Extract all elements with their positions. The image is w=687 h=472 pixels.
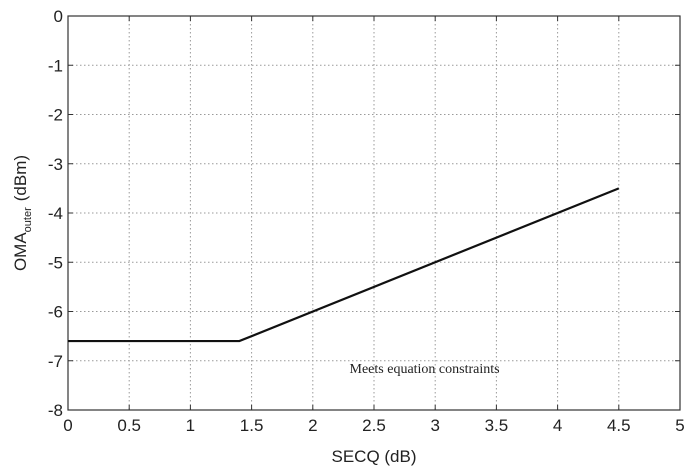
y-tick-label: -8	[48, 401, 63, 420]
y-tick-label: -2	[48, 106, 63, 125]
x-tick-label: 5	[675, 416, 684, 435]
x-tick-label: 4	[553, 416, 562, 435]
x-tick-labels: 0 0.5 1 1.5 2 2.5 3 3.5 4 4.5 5	[63, 416, 684, 435]
x-tick-label: 1	[186, 416, 195, 435]
x-tick-label: 4.5	[607, 416, 631, 435]
x-tick-label: 3	[430, 416, 439, 435]
x-axis-label: SECQ (dB)	[331, 447, 416, 466]
y-tick-label: -4	[48, 204, 63, 223]
x-tick-label: 3.5	[485, 416, 509, 435]
y-axis-label-unit: (dBm)	[11, 155, 30, 201]
grid-lines	[68, 16, 680, 410]
x-tick-label: 2	[308, 416, 317, 435]
series-line	[68, 187, 620, 343]
x-tick-label: 1.5	[240, 416, 264, 435]
y-axis-label-main: OMA	[11, 232, 30, 271]
y-tick-label: -3	[48, 155, 63, 174]
x-tick-label: 0	[63, 416, 72, 435]
y-axis-label-subscript: outer	[22, 207, 34, 232]
series-group	[67, 187, 620, 343]
x-tick-label: 2.5	[362, 416, 386, 435]
x-tick-label: 0.5	[117, 416, 141, 435]
y-tick-label: -1	[48, 56, 63, 75]
annotation-meets-constraints: Meets equation constraints	[350, 362, 500, 377]
y-tick-label: 0	[54, 7, 63, 26]
y-tick-label: -7	[48, 352, 63, 371]
y-tick-label: -6	[48, 303, 63, 322]
y-tick-label: -5	[48, 253, 63, 272]
axis-ticks	[67, 15, 681, 411]
y-axis-label: OMAouter (dBm)	[11, 155, 34, 271]
y-tick-labels: 0 -1 -2 -3 -4 -5 -6 -7 -8	[48, 7, 63, 420]
